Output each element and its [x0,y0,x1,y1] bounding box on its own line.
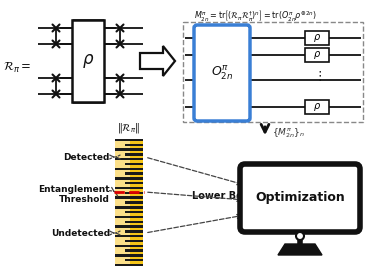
Bar [115,139,143,141]
Bar [125,240,143,242]
Bar [125,230,143,232]
FancyBboxPatch shape [240,164,360,232]
Bar [125,192,143,194]
Text: $\vdots$: $\vdots$ [313,69,321,83]
Bar [125,259,143,261]
Bar [115,187,143,189]
Bar [115,225,143,228]
Text: Undetected: Undetected [51,228,110,238]
Bar [130,140,143,265]
Circle shape [296,232,304,240]
Text: $\rho$: $\rho$ [313,49,321,61]
Bar [115,206,143,208]
Bar [125,163,143,165]
Text: Lower Bound: Lower Bound [192,191,264,201]
Text: Entanglement: Entanglement [39,186,110,194]
Bar [115,254,143,257]
Bar [115,216,143,218]
Bar [125,153,143,156]
Bar [115,168,143,170]
Bar [183,22,363,122]
Bar [115,177,143,180]
Text: $\mathcal{R}_{\pi} =$: $\mathcal{R}_{\pi} =$ [3,59,31,75]
Text: Detected: Detected [63,153,110,161]
FancyBboxPatch shape [194,25,250,121]
Bar [125,211,143,213]
Bar [125,144,143,146]
Text: $\rho$: $\rho$ [313,32,321,44]
Bar [125,182,143,185]
Bar [115,235,143,237]
Text: Threshold: Threshold [59,196,110,204]
Text: $\|\mathcal{R}_{\pi}\|$: $\|\mathcal{R}_{\pi}\|$ [117,121,141,135]
Text: $M^{\pi}_{2n} = \mathrm{tr}\left[(\mathcal{R}_{\pi}\mathcal{R}^{\dagger}_{\pi})^: $M^{\pi}_{2n} = \mathrm{tr}\left[(\mathc… [194,8,317,23]
Bar [115,158,143,160]
Polygon shape [278,244,322,255]
Bar [305,31,329,45]
Text: $\rho$: $\rho$ [313,101,321,113]
Bar [125,172,143,175]
Bar [125,249,143,252]
Bar [125,201,143,204]
Polygon shape [140,46,175,76]
Bar [125,221,143,223]
Text: $\{M^{\pi}_{2n}\}_n$: $\{M^{\pi}_{2n}\}_n$ [272,126,305,140]
Text: $O^{\pi}_{2n}$: $O^{\pi}_{2n}$ [211,64,233,82]
Bar [115,140,130,265]
Bar [305,100,329,114]
Bar [72,20,104,102]
Bar [115,196,143,199]
Text: Optimization: Optimization [255,192,345,204]
Text: $\rho$: $\rho$ [82,52,94,70]
Bar [115,245,143,247]
Bar [115,264,143,266]
Bar [115,148,143,151]
Bar [305,48,329,62]
